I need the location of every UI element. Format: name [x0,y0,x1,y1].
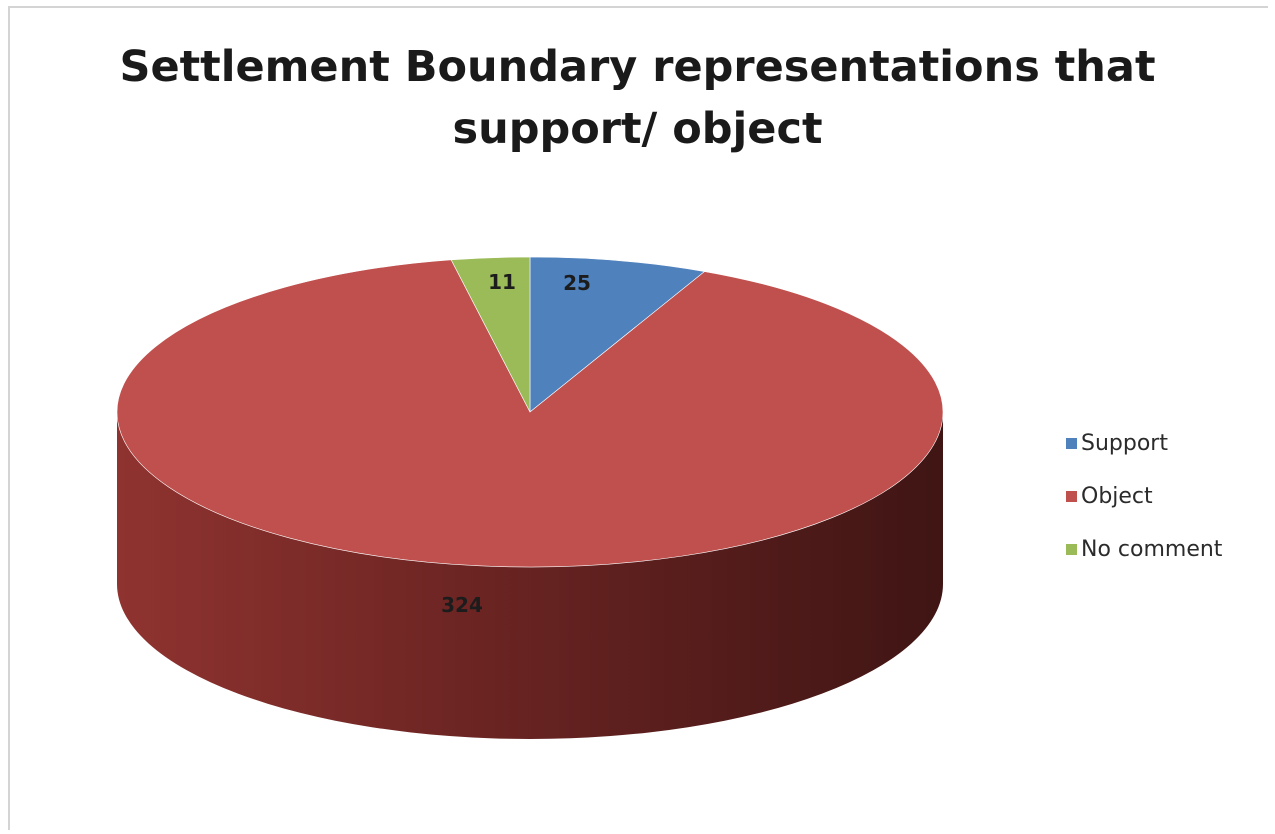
chart-title-line-1: Settlement Boundary representations that [119,42,1156,92]
legend-swatch-no-comment [1066,544,1077,555]
legend-item-no-comment: No comment [1066,536,1222,563]
chart-title: Settlement Boundary representations that… [0,36,1275,160]
legend-swatch-object [1066,491,1077,502]
legend: Support Object No comment [1066,430,1222,589]
data-label-object: 324 [441,593,483,617]
pie-side-wall [117,412,943,739]
data-label-no-comment: 11 [488,270,516,294]
chart-title-line-2: support/ object [452,104,823,154]
chart-frame [8,6,1268,830]
legend-item-support: Support [1066,430,1222,457]
data-label-support: 25 [563,271,591,295]
pie-slice-no-comment [450,256,531,413]
pie-slice-support [529,256,706,413]
legend-item-object: Object [1066,483,1222,510]
legend-label-support: Support [1081,431,1168,456]
legend-label-object: Object [1081,484,1153,509]
pie-slice-object [116,259,944,568]
legend-swatch-support [1066,438,1077,449]
legend-label-no-comment: No comment [1081,537,1223,562]
